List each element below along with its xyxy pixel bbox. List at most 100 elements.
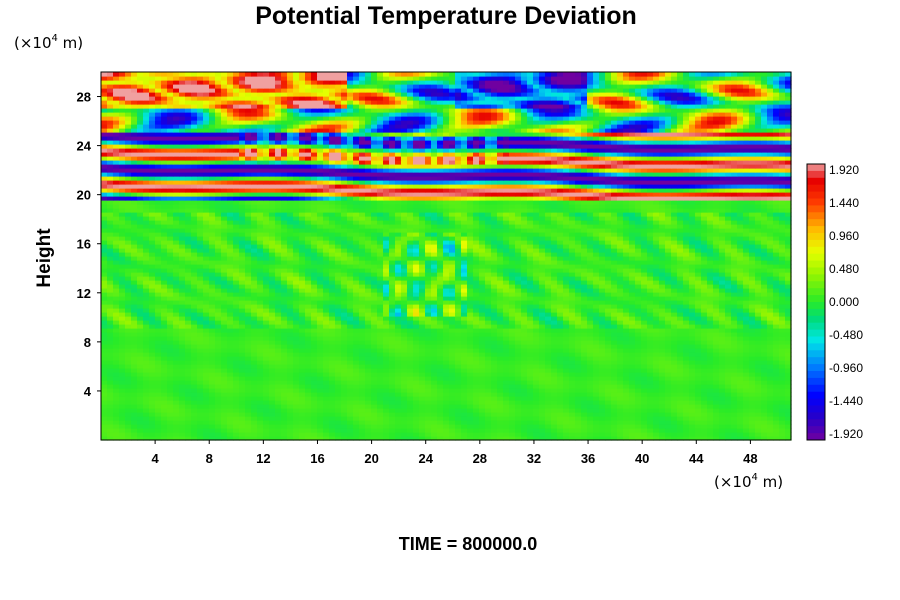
heatmap-cell <box>251 284 258 289</box>
heatmap-cell <box>101 424 108 429</box>
heatmap-cell <box>581 420 588 425</box>
heatmap-cell <box>143 360 150 365</box>
heatmap-cell <box>707 380 714 385</box>
heatmap-cell <box>209 304 216 309</box>
heatmap-cell <box>179 412 186 417</box>
heatmap-cell <box>323 268 330 273</box>
heatmap-cell <box>731 368 738 373</box>
heatmap-cell <box>389 272 396 277</box>
heatmap-cell <box>125 300 132 305</box>
heatmap-cell <box>353 392 360 397</box>
heatmap-cell <box>359 300 366 305</box>
heatmap-cell <box>263 368 270 373</box>
heatmap-cell <box>671 424 678 429</box>
heatmap-cell <box>551 364 558 369</box>
heatmap-cell <box>521 332 528 337</box>
heatmap-cell <box>479 308 486 313</box>
heatmap-cell <box>137 296 144 301</box>
heatmap-cell <box>107 312 114 317</box>
heatmap-cell <box>707 268 714 273</box>
heatmap-cell <box>311 356 318 361</box>
heatmap-cell <box>587 412 594 417</box>
heatmap-cell <box>269 428 276 433</box>
heatmap-cell <box>233 372 240 377</box>
heatmap-cell <box>131 328 138 333</box>
heatmap-cell <box>143 304 150 309</box>
heatmap-cell <box>437 380 444 385</box>
heatmap-cell <box>749 268 756 273</box>
heatmap-cell <box>491 272 498 277</box>
heatmap-cell <box>311 320 318 325</box>
heatmap-cell <box>323 300 330 305</box>
heatmap-cell <box>371 300 378 305</box>
heatmap-cell <box>659 300 666 305</box>
heatmap-cell <box>653 324 660 329</box>
heatmap-cell <box>629 308 636 313</box>
heatmap-cell <box>155 352 162 357</box>
heatmap-cell <box>665 308 672 313</box>
heatmap-cell <box>341 312 348 317</box>
heatmap-cell <box>575 412 582 417</box>
heatmap-cell <box>407 364 414 369</box>
heatmap-cell <box>581 392 588 397</box>
heatmap-cell <box>101 380 108 385</box>
heatmap-cell <box>329 388 336 393</box>
heatmap-cell <box>575 336 582 341</box>
heatmap-cell <box>659 340 666 345</box>
heatmap-cell <box>419 344 426 349</box>
heatmap-cell <box>725 284 732 289</box>
heatmap-cell <box>593 304 600 309</box>
heatmap-cell <box>413 324 420 329</box>
heatmap-cell <box>497 404 504 409</box>
heatmap-cell <box>341 336 348 341</box>
heatmap-cell <box>125 272 132 277</box>
heatmap-cell <box>209 268 216 273</box>
heatmap-cell <box>449 388 456 393</box>
heatmap-cell <box>107 432 114 437</box>
heatmap-cell <box>737 356 744 361</box>
heatmap-cell <box>479 316 486 321</box>
heatmap-cell <box>503 416 510 421</box>
heatmap-cell <box>113 364 120 369</box>
heatmap-cell <box>359 384 366 389</box>
heatmap-cell <box>443 332 450 337</box>
heatmap-cell <box>263 272 270 277</box>
heatmap-cell <box>407 416 414 421</box>
heatmap-cell <box>353 316 360 321</box>
heatmap-cell <box>221 352 228 357</box>
heatmap-cell <box>521 356 528 361</box>
heatmap-cell <box>155 412 162 417</box>
heatmap-cell <box>377 384 384 389</box>
heatmap-cell <box>779 364 786 369</box>
heatmap-cell <box>545 284 552 289</box>
heatmap-cell <box>401 328 408 333</box>
heatmap-cell <box>497 372 504 377</box>
heatmap-cell <box>101 396 108 401</box>
heatmap-cell <box>125 424 132 429</box>
heatmap-cell <box>203 380 210 385</box>
heatmap-cell <box>191 400 198 405</box>
heatmap-cell <box>101 312 108 317</box>
heatmap-cell <box>587 336 594 341</box>
heatmap-cell <box>275 308 282 313</box>
heatmap-cell <box>527 356 534 361</box>
heatmap-cell <box>209 272 216 277</box>
heatmap-cell <box>191 288 198 293</box>
heatmap-cell <box>191 312 198 317</box>
heatmap-cell <box>707 356 714 361</box>
heatmap-cell <box>515 372 522 377</box>
heatmap-cell <box>203 392 210 397</box>
heatmap-cell <box>221 428 228 433</box>
heatmap-cell <box>263 320 270 325</box>
heatmap-cell <box>485 388 492 393</box>
heatmap-cell <box>449 412 456 417</box>
heatmap-cell <box>479 280 486 285</box>
heatmap-cell <box>401 352 408 357</box>
heatmap-cell <box>197 420 204 425</box>
heatmap-cell <box>455 336 462 341</box>
heatmap-cell <box>509 296 516 301</box>
heatmap-cell <box>125 380 132 385</box>
heatmap-cell <box>713 392 720 397</box>
heatmap-cell <box>545 316 552 321</box>
heatmap-cell <box>143 420 150 425</box>
